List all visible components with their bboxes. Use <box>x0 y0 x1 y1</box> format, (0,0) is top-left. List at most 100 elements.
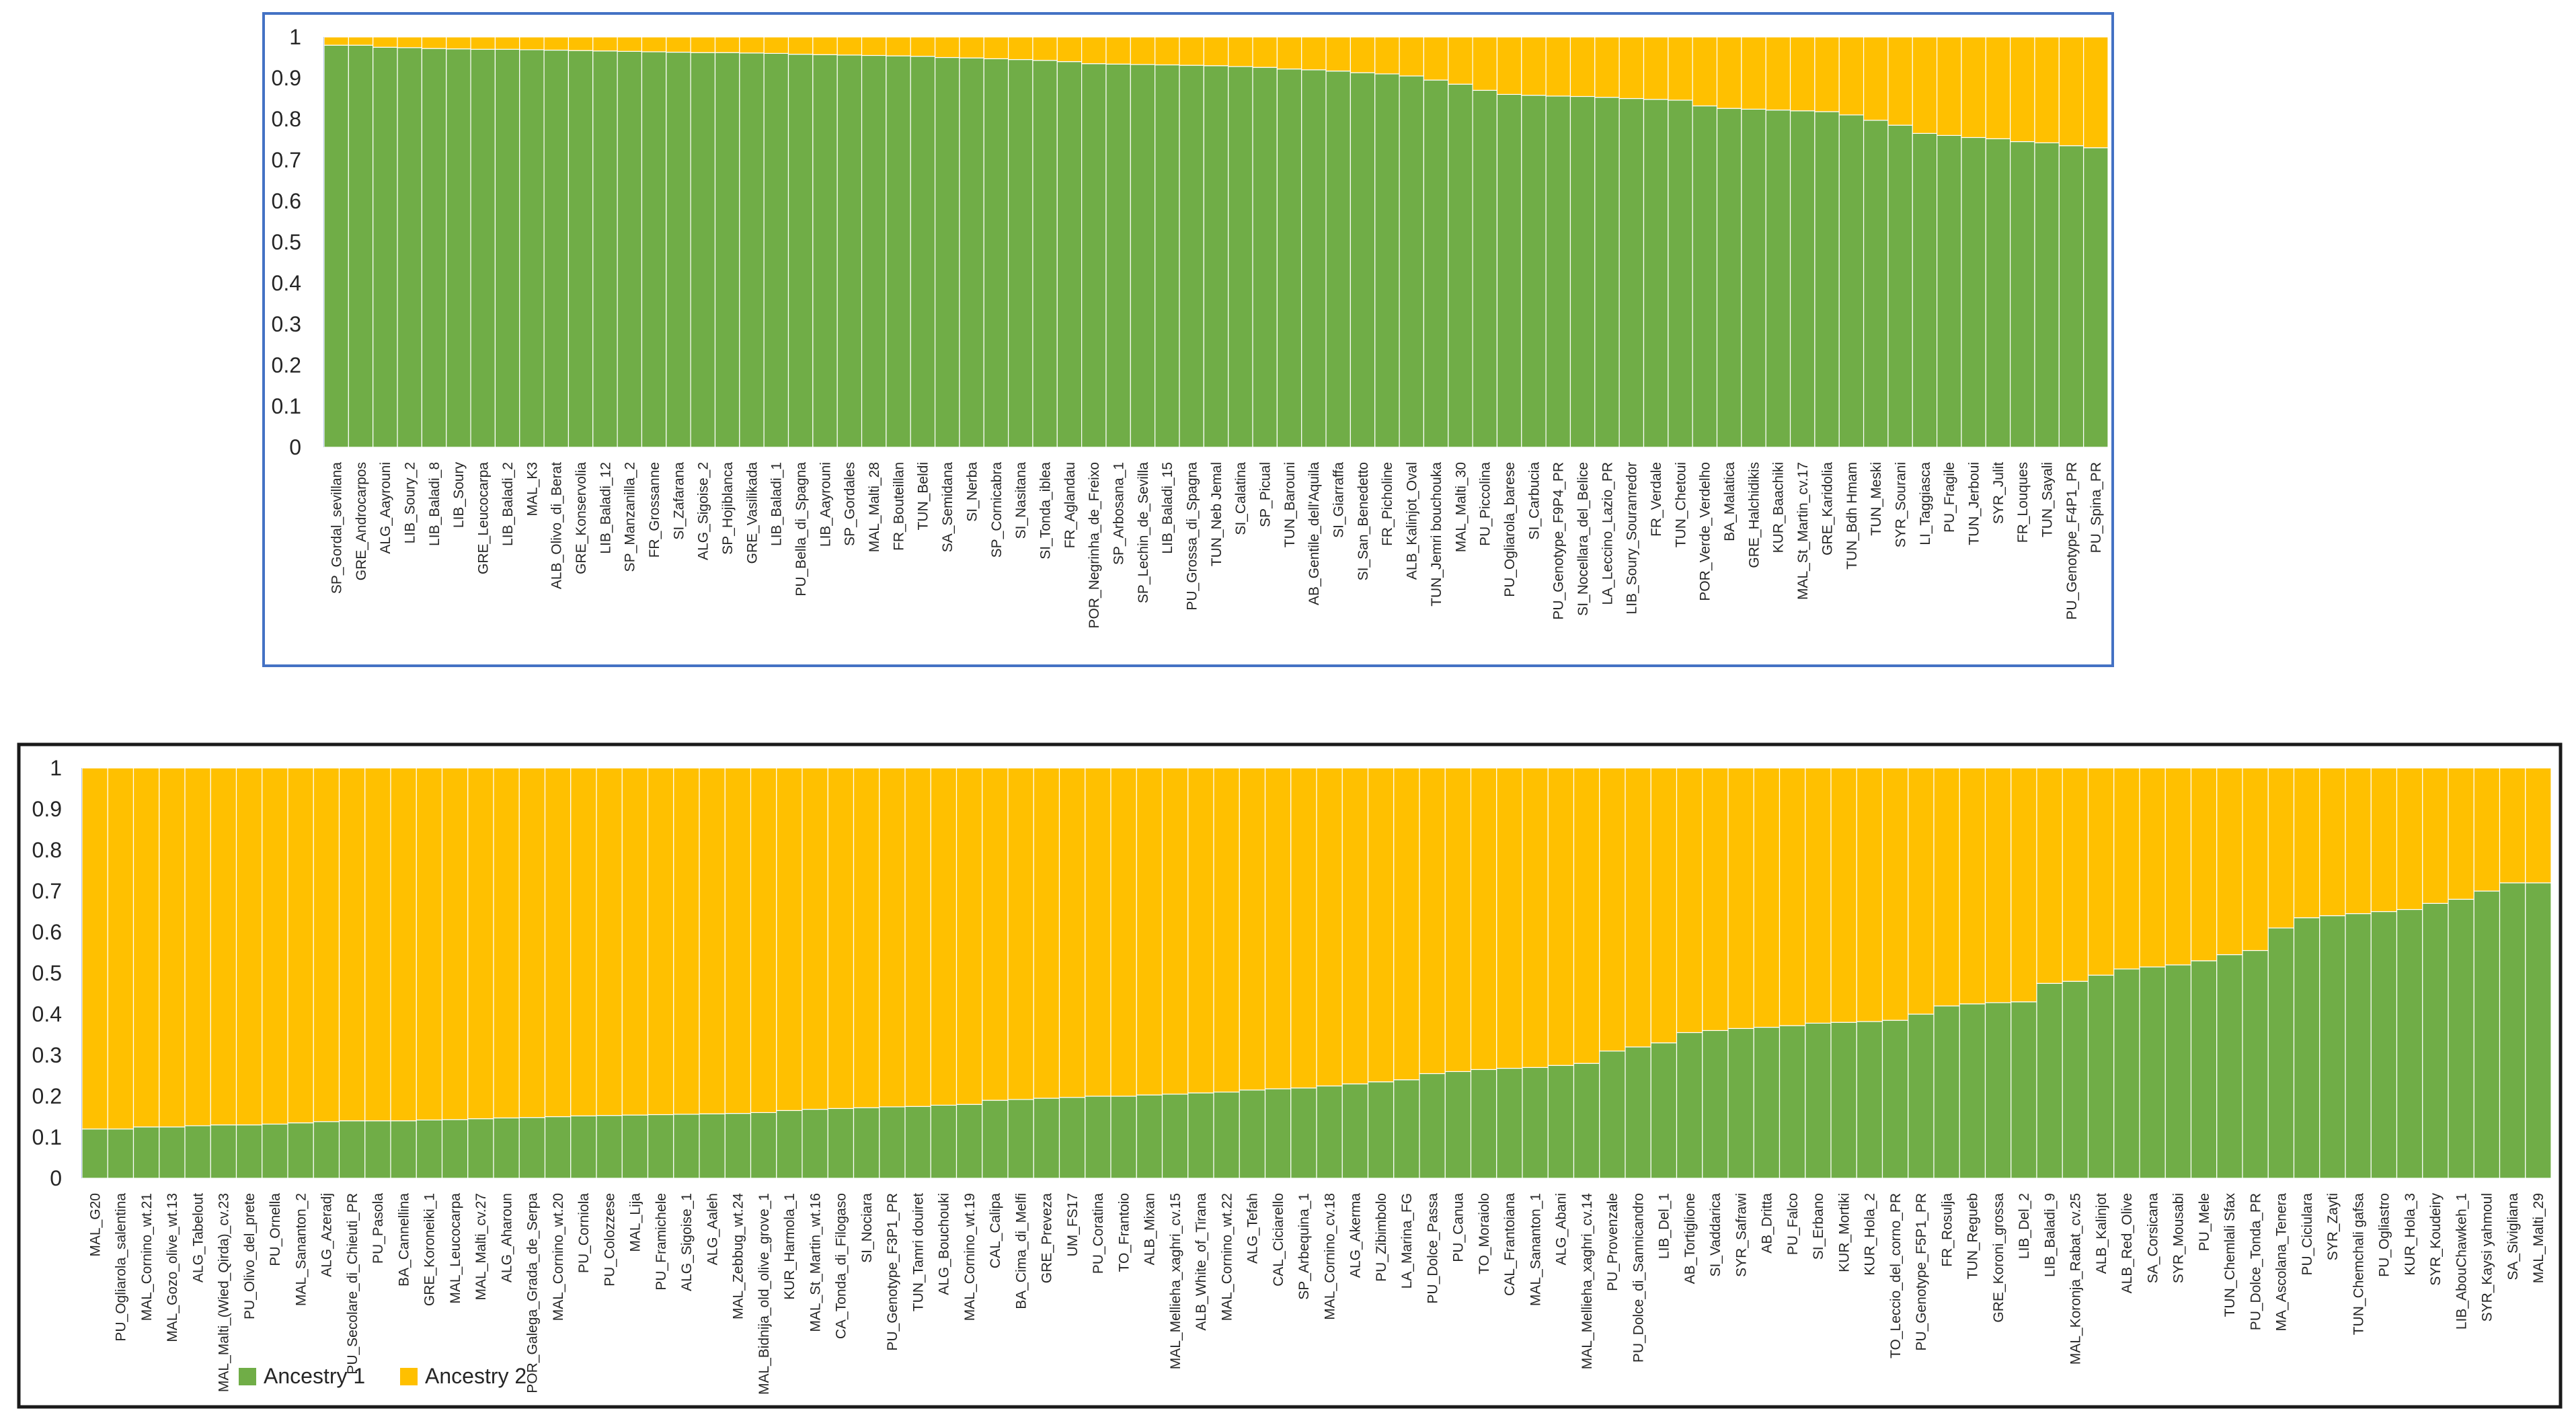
x-tick-label: PU_Dolce_Passa <box>1425 1193 1440 1304</box>
x-tick-label: SI_Calatina <box>1233 462 1249 535</box>
bar-ancestry-1 <box>1136 1094 1163 1179</box>
x-tick-label: TUN_Chetoui <box>1673 462 1688 547</box>
bar-ancestry-1 <box>1912 132 1938 448</box>
x-tick-label: ALG_Bouchouki <box>937 1193 952 1295</box>
bar-ancestry-1 <box>2267 927 2295 1179</box>
bar-ancestry-2 <box>1213 767 1240 1093</box>
chart-bottom-bars <box>81 767 2552 1179</box>
x-tick-label: SA_Corsicana <box>2145 1193 2160 1284</box>
x-tick-label: MAL_Sananton_2 <box>293 1193 309 1306</box>
bar-ancestry-2 <box>493 767 520 1118</box>
chart-bottom-x-axis: MAL_G20 PU_Ogliarola_salentina MAL_Cornino… <box>87 1193 2546 1395</box>
x-tick-label: MAL_Cornino_wt.21 <box>139 1193 155 1321</box>
bar-ancestry-2 <box>1650 767 1678 1044</box>
bar-ancestry-1 <box>1643 99 1669 448</box>
bar-ancestry-2 <box>1692 36 1718 107</box>
bar-ancestry-2 <box>1830 767 1857 1023</box>
bar-ancestry-2 <box>287 767 314 1124</box>
bar-ancestry-1 <box>313 1121 340 1179</box>
x-tick-label: MAL_Malti_28 <box>867 462 882 552</box>
bar-ancestry-1 <box>1692 105 1718 448</box>
bar-ancestry-2 <box>1448 36 1473 85</box>
bar-ancestry-1 <box>2396 909 2423 1179</box>
bar-ancestry-1 <box>1618 98 1645 448</box>
bar-ancestry-2 <box>1668 36 1693 101</box>
bar-ancestry-2 <box>1301 36 1327 71</box>
bar-ancestry-2 <box>1618 36 1645 100</box>
bar-ancestry-1 <box>776 1110 803 1179</box>
x-tick-label: PU_Genotype_F4P1_PR <box>2064 462 2080 620</box>
x-tick-label: LIB_Baladi_12 <box>598 462 613 554</box>
y-tick-label: 0.6 <box>272 189 301 213</box>
bar-ancestry-2 <box>1573 767 1600 1064</box>
y-tick-label: 0 <box>50 1166 62 1190</box>
x-tick-label: LIB_Baladi_1 <box>769 462 785 546</box>
bar-ancestry-2 <box>2267 767 2295 929</box>
bar-ancestry-1 <box>886 55 911 448</box>
bar-ancestry-2 <box>724 767 752 1114</box>
y-tick-label: 0.7 <box>272 148 301 172</box>
x-tick-label: MAL_St_Martin_cv.17 <box>1795 462 1811 600</box>
bar-ancestry-1 <box>1838 114 1865 448</box>
bar-ancestry-2 <box>2216 767 2243 956</box>
bar-ancestry-2 <box>1985 36 2011 139</box>
x-tick-label: TUN_Beldi <box>916 462 931 531</box>
x-tick-label: PU_Coratina <box>1091 1193 1106 1274</box>
bar-ancestry-1 <box>1569 95 1596 448</box>
bar-ancestry-1 <box>1032 60 1058 448</box>
bar-ancestry-1 <box>1325 71 1351 448</box>
bar-ancestry-1 <box>2062 981 2089 1179</box>
x-tick-label: KUR_Mortiki <box>1836 1193 1852 1272</box>
x-tick-label: MA_Ascolana_Tenera <box>2274 1193 2290 1332</box>
bar-ancestry-1 <box>1155 64 1180 448</box>
bar-ancestry-1 <box>543 49 570 448</box>
x-tick-label: ALG_Aaleh <box>705 1193 720 1265</box>
x-tick-label: PU_Provenzale <box>1605 1193 1621 1291</box>
x-tick-label: FR_Bouteillan <box>891 462 906 551</box>
chart-top: 0 0.1 0.2 0.3 0.4 0.5 0.6 0.7 0.8 0.9 1 SP_Gordal_… <box>262 12 2114 667</box>
x-tick-label: SI_Vaddarica <box>1708 1193 1723 1277</box>
x-tick-label: PU_Zibimbolo <box>1374 1193 1389 1282</box>
bar-ancestry-2 <box>2448 767 2474 900</box>
bar-ancestry-1 <box>879 1106 906 1179</box>
bar-ancestry-2 <box>1496 36 1522 95</box>
x-tick-label: SI_Nocellara_del_Belice <box>1575 462 1591 616</box>
bar-ancestry-1 <box>1393 1079 1420 1179</box>
x-tick-label: SP_Arbosana_1 <box>1111 462 1126 565</box>
bar-ancestry-2 <box>1814 36 1840 112</box>
x-tick-label: SP_Picual <box>1258 462 1274 527</box>
x-tick-label: MAL_Koronja_Rabat_cv.25 <box>2068 1193 2084 1365</box>
bar-ancestry-2 <box>1765 36 1791 111</box>
bar-ancestry-2 <box>2113 767 2140 970</box>
y-tick-label: 0.4 <box>32 1002 62 1026</box>
bar-ancestry-1 <box>1105 63 1131 448</box>
y-tick-label: 0.9 <box>272 66 301 90</box>
bar-ancestry-2 <box>2370 767 2398 913</box>
x-tick-label: GRE_Koroneiki_1 <box>422 1193 438 1306</box>
bar-ancestry-1 <box>739 52 765 448</box>
bar-ancestry-1 <box>1594 97 1620 448</box>
y-tick-label: 0.7 <box>32 879 62 903</box>
bar-ancestry-1 <box>1007 1099 1034 1179</box>
bar-ancestry-1 <box>763 52 789 448</box>
bar-ancestry-1 <box>1033 1098 1060 1179</box>
bar-ancestry-1 <box>159 1126 186 1179</box>
bar-ancestry-1 <box>441 1119 469 1179</box>
x-tick-label: SI_Nasitana <box>1013 462 1029 539</box>
bar-ancestry-1 <box>1863 120 1889 448</box>
bar-ancestry-2 <box>1545 36 1571 97</box>
x-tick-label: PU_Piccolina <box>1478 462 1493 546</box>
bar-ancestry-1 <box>930 1104 958 1179</box>
y-tick-label: 1 <box>289 25 301 49</box>
bar-ancestry-1 <box>493 1117 520 1179</box>
bar-ancestry-2 <box>1838 36 1865 116</box>
bar-ancestry-2 <box>886 36 911 56</box>
bar-ancestry-1 <box>518 1117 546 1179</box>
bar-ancestry-1 <box>1444 1071 1472 1179</box>
bar-ancestry-1 <box>699 1113 726 1179</box>
bar-ancestry-1 <box>1264 1088 1292 1179</box>
bar-ancestry-1 <box>81 1128 108 1179</box>
bar-ancestry-1 <box>1961 137 1986 448</box>
bar-ancestry-2 <box>2058 36 2084 147</box>
